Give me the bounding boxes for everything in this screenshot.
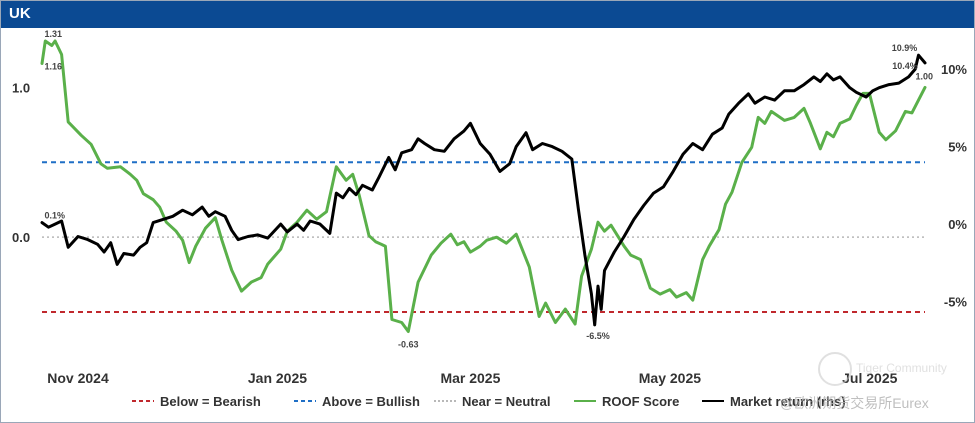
watermark-source: @欧洲期货交易所Eurex	[780, 395, 929, 411]
legend-label-bullish: Above = Bullish	[322, 394, 420, 409]
x-tick-label: Mar 2025	[440, 370, 500, 386]
watermark-text: Tiger Community	[856, 361, 947, 375]
chart-title: UK	[9, 5, 31, 22]
data-label: 1.31	[45, 29, 63, 39]
series-line-market	[40, 53, 927, 327]
series-line-roof	[40, 39, 927, 333]
legend-label-roof: ROOF Score	[602, 394, 679, 409]
data-label: 1.16	[45, 61, 63, 71]
data-label: 1.00	[915, 71, 933, 81]
tiger-logo-icon	[818, 352, 852, 386]
data-label: -6.5%	[586, 331, 610, 341]
x-tick-label: May 2025	[639, 370, 701, 386]
y-right-tick-label: 5%	[948, 140, 967, 155]
title-bar: UK	[1, 1, 974, 28]
data-label: 10.4%	[892, 61, 918, 71]
y-left-tick-label: 1.0	[12, 80, 30, 95]
y-right-tick-label: 0%	[948, 217, 967, 232]
x-tick-label: Jan 2025	[248, 370, 307, 386]
legend-label-market: Market return (rhs)	[730, 394, 846, 409]
y-right-tick-label: -5%	[944, 295, 968, 310]
legend-label-bearish: Below = Bearish	[160, 394, 261, 409]
y-left-tick-label: 0.0	[12, 230, 30, 245]
data-label: -0.63	[398, 340, 419, 350]
legend-label-neutral: Near = Neutral	[462, 394, 551, 409]
watermark: Tiger Community	[818, 352, 968, 392]
x-tick-label: Nov 2024	[47, 370, 109, 386]
data-label: 0.1%	[45, 211, 66, 221]
x-tick-label: Jul 2025	[842, 370, 897, 386]
data-label: 10.9%	[892, 43, 918, 53]
y-right-tick-label: 10%	[941, 62, 967, 77]
